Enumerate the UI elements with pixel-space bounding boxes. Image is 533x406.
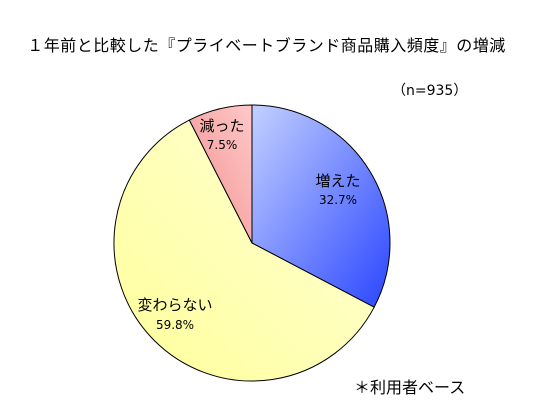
- label-unchanged-name: 変わらない: [137, 296, 212, 314]
- footnote: ＊利用者ベース: [354, 378, 466, 397]
- label-decreased-name: 減った: [199, 117, 244, 135]
- chart-title: １年前と比較した『プライベートブランド商品購入頻度』の増減: [27, 36, 506, 55]
- pie-slice-increased: [251, 104, 391, 308]
- label-increased-value: 32.7%: [319, 193, 357, 207]
- pie-slice-unchanged: [113, 119, 375, 382]
- label-decreased-value: 7.5%: [207, 138, 238, 152]
- sample-size-note: （n=935）: [392, 83, 468, 99]
- label-increased-name: 増えた: [315, 172, 360, 190]
- pie-slice-decreased: [188, 104, 253, 244]
- label-unchanged-value: 59.8%: [156, 318, 194, 332]
